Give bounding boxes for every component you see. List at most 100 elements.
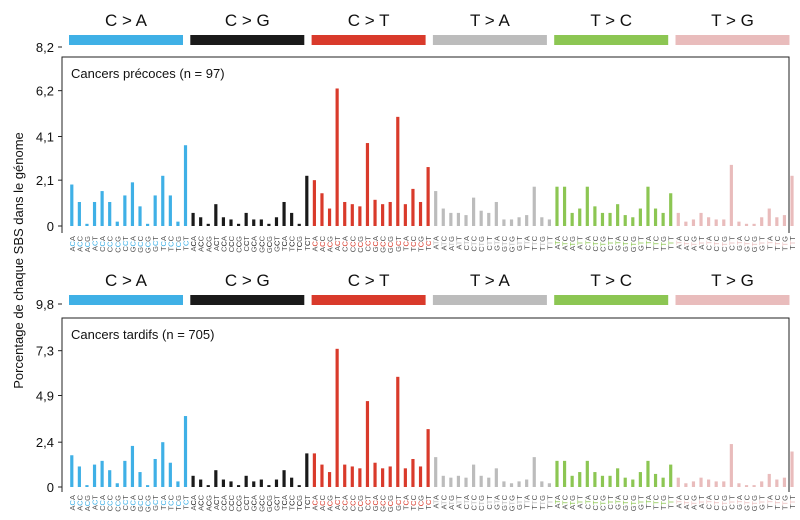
bar-t-to-c-ctt bbox=[608, 475, 612, 487]
bar-c-to-g-tct bbox=[305, 453, 309, 487]
bar-t-to-c-ata bbox=[555, 186, 559, 226]
trinucleotide-label: GTC bbox=[500, 235, 509, 251]
bar-c-to-a-tcc bbox=[168, 195, 172, 226]
group-label-t-to-a: T > A bbox=[470, 271, 511, 290]
bar-c-to-a-cca bbox=[100, 460, 104, 487]
bar-t-to-g-gtg bbox=[752, 485, 756, 487]
trinucleotide-label: ATC bbox=[682, 494, 691, 509]
bar-c-to-g-tcg bbox=[297, 485, 301, 487]
trinucleotide-label: GTC bbox=[743, 494, 752, 510]
trinucleotide-label: GCG bbox=[265, 236, 274, 253]
trinucleotide-label: TCA bbox=[280, 236, 289, 251]
bar-c-to-a-ccg bbox=[115, 221, 119, 226]
trinucleotide-label: ACA bbox=[310, 236, 319, 251]
trinucleotide-label: ACC bbox=[75, 494, 84, 510]
trinucleotide-label: GCA bbox=[250, 495, 259, 511]
bar-t-to-a-ata bbox=[434, 191, 438, 226]
bar-t-to-g-ttc bbox=[775, 217, 779, 226]
y-tick-label: 9,8 bbox=[36, 297, 54, 312]
bar-c-to-g-gct bbox=[274, 217, 279, 226]
bar-t-to-c-ctt bbox=[608, 212, 612, 226]
bar-t-to-g-atc bbox=[684, 221, 688, 226]
trinucleotide-label: GCT bbox=[151, 495, 160, 511]
bar-t-to-a-ttt bbox=[547, 219, 552, 226]
group-band-c-to-a bbox=[69, 35, 183, 45]
group-band-c-to-t bbox=[311, 295, 426, 305]
bar-c-to-t-tcg bbox=[418, 201, 423, 226]
bar-c-to-t-gcg bbox=[388, 466, 392, 487]
bar-t-to-g-gtt bbox=[760, 481, 764, 487]
group-band-t-to-g bbox=[675, 35, 790, 45]
bar-t-to-g-cta bbox=[707, 479, 711, 487]
bar-t-to-c-gtc bbox=[623, 215, 627, 226]
trinucleotide-label: GTG bbox=[629, 495, 638, 511]
trinucleotide-label: CTA bbox=[583, 495, 592, 509]
trinucleotide-label: CTA bbox=[462, 495, 471, 509]
bar-c-to-t-tcc bbox=[411, 188, 415, 226]
trinucleotide-label: TCG bbox=[417, 495, 426, 511]
y-tick-label: 4,1 bbox=[36, 130, 54, 145]
trinucleotide-label: CCC bbox=[227, 494, 236, 511]
bar-c-to-a-tct bbox=[183, 145, 188, 226]
trinucleotide-label: CCC bbox=[227, 235, 236, 252]
bar-t-to-g-att bbox=[699, 477, 703, 487]
trinucleotide-label: ACG bbox=[204, 495, 213, 511]
bar-t-to-g-ttc bbox=[775, 479, 779, 487]
trinucleotide-label: CCT bbox=[121, 495, 130, 511]
trinucleotide-label: TTC bbox=[652, 235, 661, 250]
bar-c-to-a-acg bbox=[85, 485, 89, 487]
bar-c-to-t-gcc bbox=[381, 468, 385, 487]
bar-c-to-t-tcc bbox=[411, 458, 415, 487]
trinucleotide-label: TTA bbox=[644, 495, 653, 509]
bar-c-to-g-tcc bbox=[290, 212, 294, 226]
group-band-t-to-g bbox=[675, 295, 790, 305]
bar-t-to-c-atg bbox=[570, 212, 574, 226]
bar-c-to-t-acc bbox=[320, 464, 324, 487]
trinucleotide-label: ACT bbox=[91, 236, 100, 251]
bar-t-to-g-ttt bbox=[790, 175, 794, 226]
bar-t-to-g-ctg bbox=[722, 219, 726, 226]
trinucleotide-label: ATC bbox=[682, 235, 691, 250]
bar-t-to-a-gta bbox=[494, 468, 498, 487]
bar-t-to-c-gtc bbox=[623, 477, 627, 487]
bar-c-to-g-gct bbox=[274, 479, 279, 487]
bar-c-to-t-cct bbox=[365, 401, 370, 487]
bar-c-to-g-ccg bbox=[236, 223, 241, 226]
trinucleotide-label: GTA bbox=[735, 236, 744, 251]
trinucleotide-label: TTG bbox=[780, 495, 789, 510]
bar-c-to-g-aca bbox=[191, 212, 195, 226]
bar-c-to-t-tca bbox=[403, 204, 407, 226]
trinucleotide-label: TCG bbox=[174, 495, 183, 511]
trinucleotide-label: GTA bbox=[614, 236, 623, 251]
trinucleotide-label: TCG bbox=[295, 495, 304, 511]
trinucleotide-label: ACA bbox=[189, 236, 198, 251]
bar-c-to-t-gct bbox=[396, 116, 400, 226]
bar-c-to-a-gct bbox=[153, 195, 157, 226]
bar-c-to-t-cct bbox=[365, 143, 370, 226]
bar-c-to-a-tca bbox=[161, 442, 165, 487]
trinucleotide-label: CTG bbox=[598, 495, 607, 511]
panel-title: Cancers précoces (n = 97) bbox=[71, 66, 225, 81]
y-tick-label: 2,1 bbox=[36, 173, 54, 188]
trinucleotide-label: TTA bbox=[765, 495, 774, 509]
trinucleotide-label: TTC bbox=[530, 235, 539, 250]
group-band-c-to-g bbox=[190, 35, 305, 45]
trinucleotide-label: TCG bbox=[174, 236, 183, 252]
bar-c-to-t-gca bbox=[373, 199, 377, 226]
bar-t-to-c-cta bbox=[585, 460, 589, 487]
trinucleotide-label: GCT bbox=[394, 236, 403, 252]
trinucleotide-label: TTT bbox=[788, 236, 797, 250]
bar-t-to-a-ata bbox=[434, 457, 438, 487]
trinucleotide-label: ACA bbox=[68, 495, 77, 510]
trinucleotide-label: TTT bbox=[545, 236, 554, 250]
trinucleotide-label: GTC bbox=[621, 235, 630, 251]
trinucleotide-label: GCT bbox=[151, 236, 160, 252]
trinucleotide-label: CTT bbox=[606, 495, 615, 510]
bar-t-to-g-gtt bbox=[760, 217, 764, 226]
bar-c-to-t-gca bbox=[373, 462, 377, 487]
bar-t-to-a-gtg bbox=[509, 483, 514, 487]
trinucleotide-label: TTT bbox=[788, 495, 797, 509]
bar-c-to-g-gcc bbox=[259, 219, 263, 226]
bar-t-to-a-cta bbox=[464, 215, 468, 226]
